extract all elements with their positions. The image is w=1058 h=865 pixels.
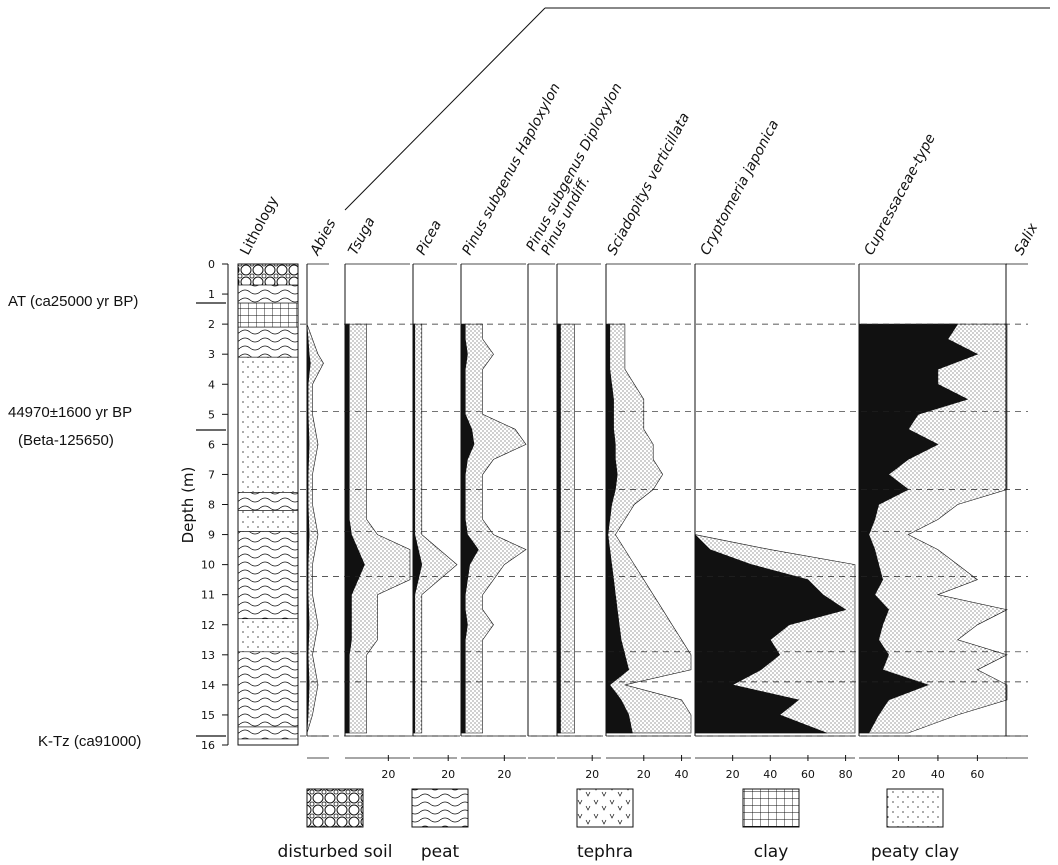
depth-tick-label: 10 <box>201 559 215 572</box>
lithology-unit <box>237 726 299 740</box>
depth-tick-label: 0 <box>208 258 215 271</box>
depth-tick-label: 5 <box>208 408 215 421</box>
lithology-unit <box>237 284 299 304</box>
depth-tick-label: 11 <box>201 589 215 602</box>
legend-swatch-disturbed-soil <box>306 788 364 828</box>
annotation-ktz: K-Tz (ca91000) <box>38 733 141 750</box>
percent-curve-picea <box>412 323 423 734</box>
depth-tick-label: 9 <box>208 529 215 542</box>
depth-tick-label: 7 <box>208 468 215 481</box>
exaggerated-curve-pinus-subgenus-haploxylon <box>460 323 527 734</box>
percent-curve-abies <box>306 324 311 734</box>
panel-axis-tick-label: 20 <box>891 768 905 781</box>
legend-label-disturbed-soil: disturbed soil <box>278 842 393 862</box>
taxon-header-sciadopitys-verticillata: Sciadopitys verticillata <box>604 110 693 258</box>
annotation-date: 44970±1600 yr BP <box>8 404 132 421</box>
taxon-header-tsuga: Tsuga <box>345 215 378 258</box>
annotation-beta: (Beta-125650) <box>18 432 114 449</box>
lithology-unit <box>237 510 299 532</box>
panel-axis-tick-label: 20 <box>585 768 599 781</box>
taxon-header-picea: Picea <box>413 217 445 257</box>
dashed-horizons <box>300 323 1028 737</box>
panel-axis-tick-label: 20 <box>637 768 651 781</box>
taxon-header-salix: Salix <box>1011 220 1041 258</box>
taxon-header-cupressaceae-type: Cupressaceae-type <box>861 131 938 258</box>
annotations: AT (ca25000 yr BP) 44970±1600 yr BP (Bet… <box>8 293 226 750</box>
percent-curve-cryptomeria-japonica <box>694 324 847 734</box>
percent-curve-cupressaceae-type <box>858 323 979 734</box>
lithology-unit <box>237 492 299 511</box>
panel-axis-tick-label: 20 <box>497 768 511 781</box>
legend: disturbed soil peat tephra clay peaty cl… <box>278 788 959 862</box>
panel-axis-tick-label: 20 <box>441 768 455 781</box>
depth-tick-label: 14 <box>201 679 215 692</box>
depth-tick-label: 13 <box>201 649 215 662</box>
panel-axis-tick-label: 80 <box>839 768 853 781</box>
taxon-panel: Sciadopitys verticillata 20 40 <box>604 110 693 781</box>
exaggerated-curve-sciadopitys-verticillata <box>605 323 692 734</box>
lithology-unit <box>237 618 299 653</box>
taxon-panel: Cupressaceae-type 20 40 60 <box>858 131 1008 781</box>
panel-axis-tick-label: 60 <box>801 768 815 781</box>
legend-swatch-peaty-clay <box>886 788 944 828</box>
panel-axis-tick-label: 20 <box>381 768 395 781</box>
exaggerated-curve-pinus-undiff <box>556 323 575 734</box>
lithology-unit <box>237 356 299 493</box>
exaggerated-curve-abies <box>306 323 324 734</box>
taxon-panel: Pinus undiff.20 <box>538 174 601 781</box>
legend-label-peat: peat <box>421 842 460 862</box>
depth-axis-label: Depth (m) <box>179 467 197 544</box>
legend-swatch-peat <box>411 788 469 828</box>
depth-tick-label: 4 <box>208 378 215 391</box>
exaggerated-curve-picea <box>412 323 458 734</box>
legend-label-clay: clay <box>754 842 789 862</box>
annotation-date-value: 44970 <box>8 404 50 421</box>
depth-tick-label: 3 <box>208 348 215 361</box>
lithology-column: Lithology <box>237 194 299 746</box>
depth-tick-label: 8 <box>208 499 215 512</box>
annotation-date-error: 1600 yr BP <box>58 404 132 421</box>
lithology-unit <box>237 263 299 286</box>
panel-axis-tick-label: 40 <box>675 768 689 781</box>
taxon-panel: Cryptomeria japonica 20 40 60 80 <box>694 117 856 781</box>
percent-curve-pinus-subgenus-haploxylon <box>460 323 479 734</box>
percent-curve-tsuga <box>344 323 365 734</box>
lithology-header: Lithology <box>237 194 281 258</box>
depth-tick-label: 1 <box>208 288 215 301</box>
panel-axis-tick-label: 40 <box>931 768 945 781</box>
legend-label-peaty-clay: peaty clay <box>871 842 959 862</box>
depth-tick-label: 2 <box>208 318 215 331</box>
legend-label-tephra: tephra <box>577 842 633 862</box>
panel-axis-tick-label: 20 <box>726 768 740 781</box>
lithology-unit <box>237 651 299 728</box>
lithology-unit <box>237 531 299 620</box>
taxon-panel: Salix <box>1005 220 1042 759</box>
depth-tick-label: 6 <box>208 438 215 451</box>
annotation-plusminus: ± <box>50 404 58 421</box>
header-diagonal <box>344 7 546 211</box>
lithology-unit <box>237 326 299 358</box>
taxon-panel: Tsuga 20 <box>344 215 411 781</box>
lithology-unit <box>237 302 299 328</box>
exaggerated-curve-tsuga <box>344 323 411 734</box>
legend-swatch-tephra <box>576 788 634 828</box>
panel-axis-tick-label: 60 <box>970 768 984 781</box>
depth-tick-label: 16 <box>201 739 215 752</box>
panel-axis-tick-label: 40 <box>763 768 777 781</box>
legend-swatch-clay <box>742 788 800 828</box>
taxon-panel: Picea 20 <box>412 217 458 781</box>
taxon-panel: Abies <box>306 217 340 759</box>
taxon-header-abies: Abies <box>307 217 340 259</box>
percent-curve-sciadopitys-verticillata <box>605 323 633 734</box>
depth-tick-label: 12 <box>201 619 215 632</box>
taxon-header-cryptomeria-japonica: Cryptomeria japonica <box>697 117 782 258</box>
annotation-at: AT (ca25000 yr BP) <box>8 293 138 310</box>
depth-tick-label: 15 <box>201 709 215 722</box>
percent-curve-pinus-undiff <box>556 323 561 734</box>
